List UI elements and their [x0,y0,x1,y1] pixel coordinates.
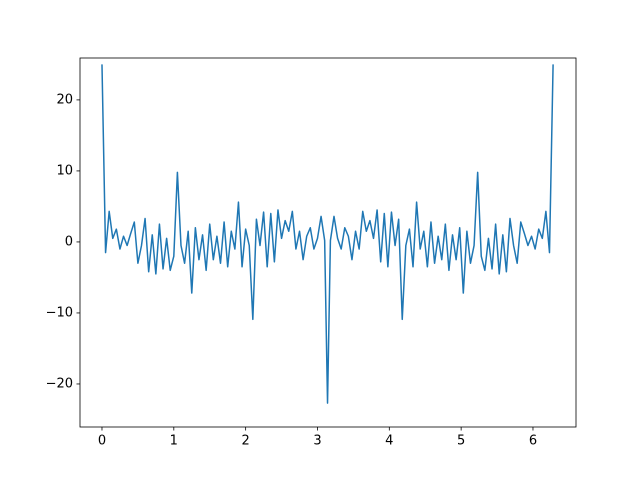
x-tick-label: 1 [170,434,178,449]
y-tick-label: 20 [56,92,73,107]
x-tick-label: 4 [385,434,393,449]
y-tick-label: 0 [65,234,73,249]
x-tick-label: 6 [529,434,537,449]
data-line [101,64,554,404]
x-tick-label: 2 [242,434,250,449]
y-tick-label: −10 [46,305,73,320]
x-tick-label: 0 [98,434,106,449]
axes-frame [79,57,577,428]
y-tick-label: 10 [56,163,73,178]
x-tick-label: 3 [313,434,321,449]
x-tick-label: 5 [457,434,465,449]
y-tick-label: −20 [46,376,73,391]
